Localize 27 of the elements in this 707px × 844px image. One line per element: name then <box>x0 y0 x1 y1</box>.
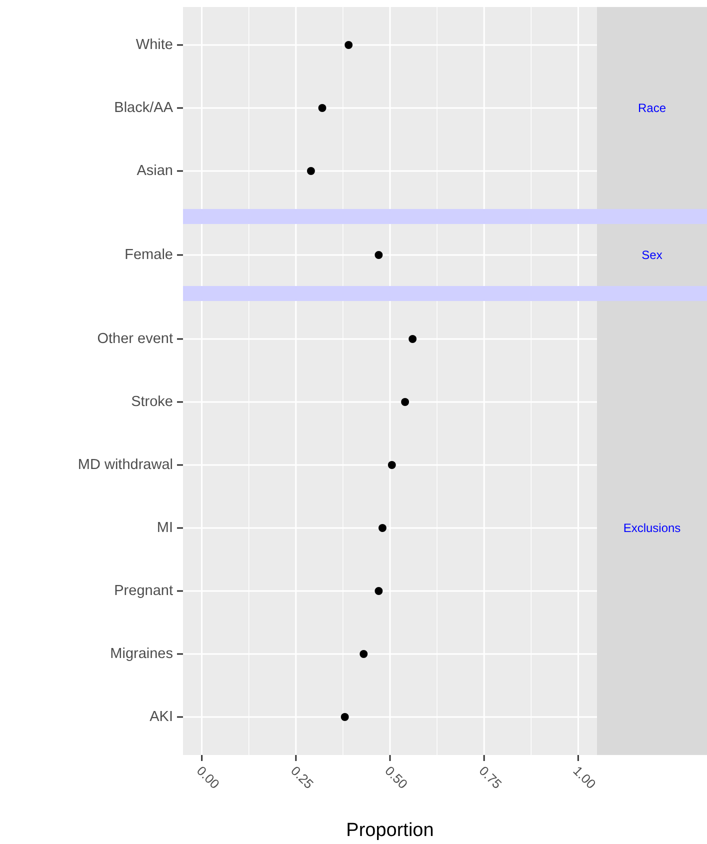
point <box>360 650 368 658</box>
y-tick-label: Stroke <box>131 394 173 410</box>
point <box>378 524 386 532</box>
point <box>374 587 383 595</box>
point <box>340 713 349 721</box>
y-tick-label: Pregnant <box>114 583 173 599</box>
point <box>388 461 396 469</box>
y-tick-label: Other event <box>97 331 173 347</box>
y2-axis-title: Sex <box>642 248 662 262</box>
x-tick-label: 0.00 <box>194 763 222 792</box>
point <box>408 335 417 343</box>
point <box>401 398 410 406</box>
y-tick-label: White <box>136 37 173 53</box>
x-tick-label: 0.25 <box>288 763 317 792</box>
y-tick-label: MI <box>156 520 173 536</box>
y-tick-label: MD withdrawal <box>78 457 173 473</box>
x-axis-title: Proportion <box>346 820 434 841</box>
y-tick-label: AKI <box>150 709 173 725</box>
y2-axis-title: Race <box>638 101 666 115</box>
y-tick-label: Asian <box>136 163 173 179</box>
y-tick-label: Female <box>124 247 173 263</box>
y2-axis-title: Exclusions <box>623 521 681 535</box>
y-tick-label: Black/AA <box>114 100 174 116</box>
x-tick-label: 0.50 <box>382 763 411 792</box>
x-tick-label: 1.00 <box>570 763 599 792</box>
y-tick-label: Migraines <box>110 646 173 662</box>
x-tick-label: 0.75 <box>476 763 505 792</box>
